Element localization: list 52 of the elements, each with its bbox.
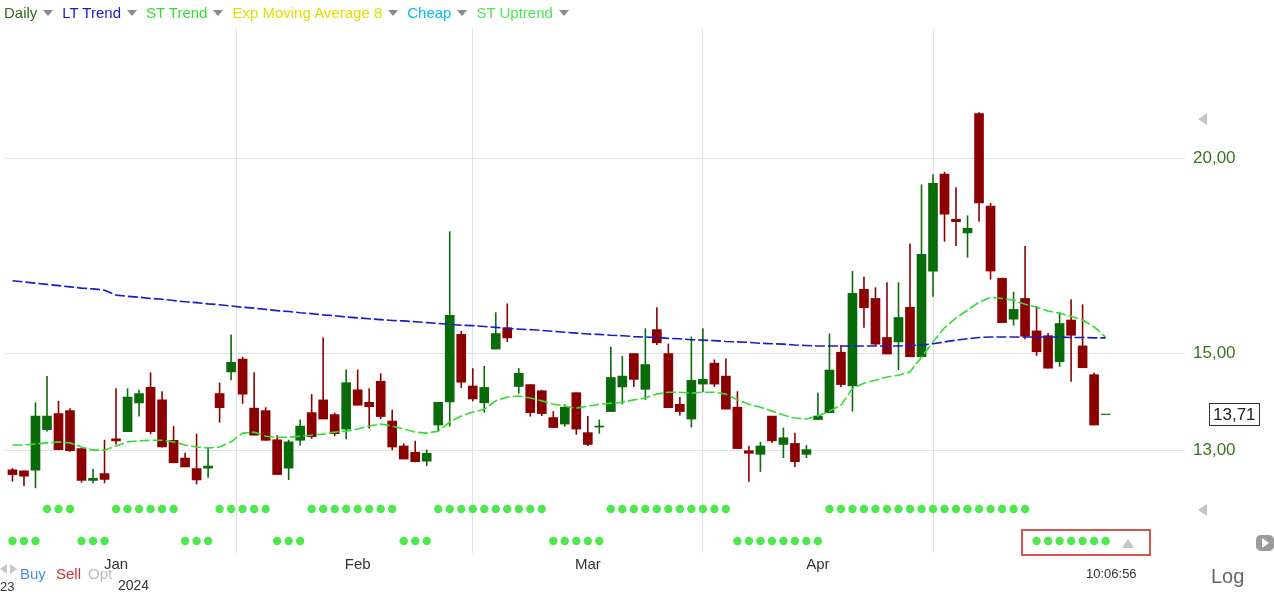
candlestick (88, 467, 98, 485)
text: Sell (56, 565, 82, 582)
text: 10:06:56 (1086, 566, 1137, 581)
candlestick (790, 431, 800, 468)
candlestick (318, 336, 328, 420)
candlestick (1008, 291, 1019, 327)
candlestick (778, 426, 789, 459)
candlestick (859, 275, 869, 329)
candlestick (813, 391, 823, 421)
candlestick (675, 396, 685, 417)
candlestick (962, 214, 973, 259)
candlestick (582, 415, 593, 447)
candlestick (513, 367, 524, 395)
text: Buy (20, 565, 46, 582)
text: Exp Moving Average 8 (232, 4, 383, 21)
y-tick-label: 15,00 (1193, 342, 1236, 362)
candlestick (295, 418, 305, 447)
candlestick (1066, 298, 1076, 383)
chart-title: Daily (4, 4, 38, 21)
candlestick (111, 387, 121, 446)
candlestick (559, 403, 570, 428)
text: LT Trend (62, 4, 121, 21)
text: 23 (0, 579, 15, 594)
x-tick-label: Apr (806, 555, 830, 573)
candlestick (99, 438, 110, 485)
candlestick (882, 281, 892, 355)
text: 2024 (118, 577, 150, 593)
candlestick (226, 333, 236, 382)
text: Cheap (407, 4, 452, 21)
text: ST Trend (146, 4, 208, 21)
candlestick (479, 365, 490, 414)
candlestick (433, 401, 444, 433)
candlestick (709, 358, 720, 388)
candlestick (42, 375, 52, 433)
text: 13,71 (1209, 403, 1260, 426)
candlestick (744, 445, 754, 483)
candlestick (1077, 303, 1088, 369)
x-tick-label: Mar (574, 555, 601, 573)
candlestick (755, 441, 766, 473)
text: Log (1211, 565, 1245, 587)
y-tick-label: 20,00 (1193, 147, 1236, 167)
candlestick (134, 389, 144, 418)
candlestick (214, 381, 225, 424)
candlestick (652, 306, 662, 346)
candlestick (490, 311, 501, 350)
text: ST Uptrend (476, 4, 553, 21)
candlestick (951, 186, 961, 247)
y-tick-label: 13,00 (1193, 439, 1236, 459)
x-tick-label: Feb (344, 555, 371, 573)
candlestick (191, 432, 202, 486)
candlestick (467, 367, 478, 403)
candlestick (698, 327, 708, 393)
